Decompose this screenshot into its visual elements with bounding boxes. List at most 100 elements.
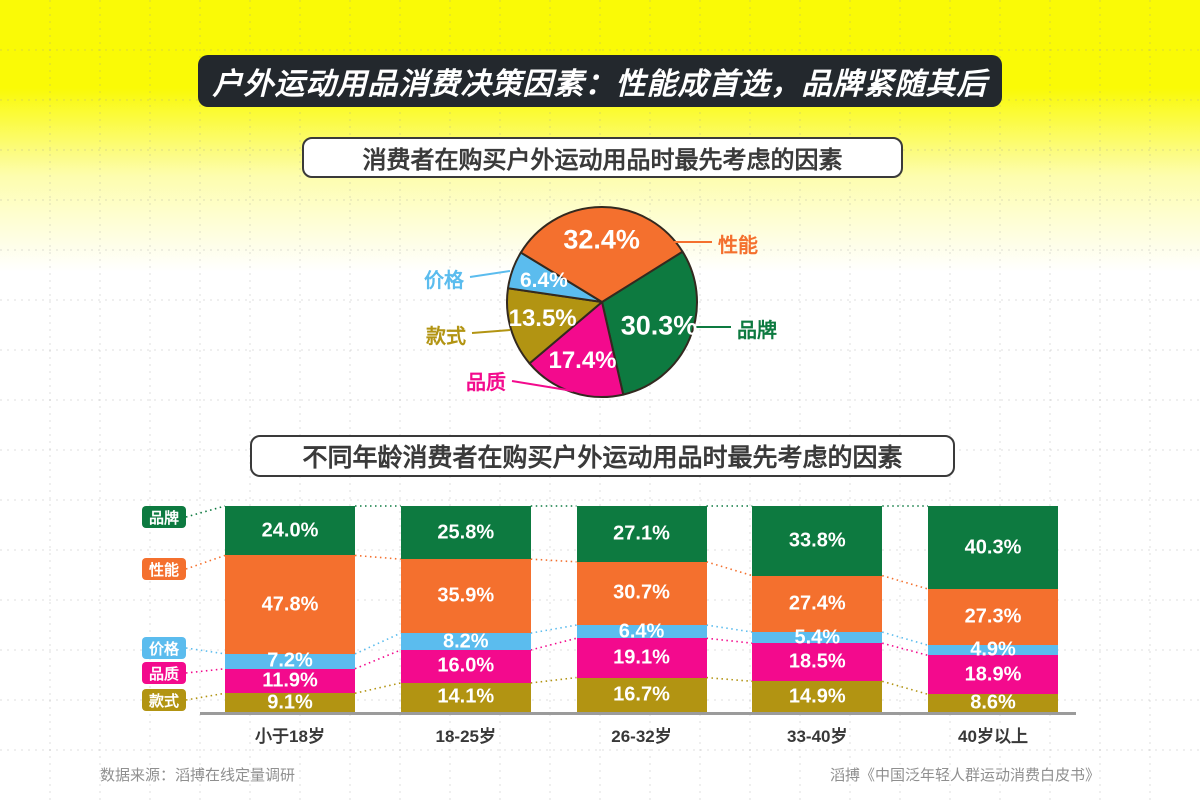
- bar-segment-value: 25.8%: [437, 521, 495, 544]
- bar-segment-value: 30.7%: [613, 581, 670, 604]
- legend-chip-品牌: 品牌: [142, 506, 186, 528]
- connector-line: [882, 631, 929, 647]
- legend-chip-label: 品牌: [148, 509, 179, 527]
- connector-line: [354, 554, 401, 560]
- bar-segment-value: 4.9%: [970, 638, 1016, 661]
- data-source-note: 数据来源：滔搏在线定量调研: [100, 767, 296, 784]
- legend-chip-性能: 性能: [142, 558, 186, 580]
- bar-segment-价格-26-32岁: [576, 625, 707, 639]
- legend-leader-line: [185, 692, 226, 701]
- bar-segment-value: 47.8%: [261, 593, 319, 616]
- legend-leader-line: [185, 505, 226, 518]
- bar-segment-value: 19.1%: [613, 646, 670, 669]
- x-axis-label-小于18岁: 小于18岁: [255, 727, 325, 746]
- bar-segment-性能-26-32岁: [576, 561, 707, 626]
- report-source-note: 滔搏《中国泛年轻人群运动消费白皮书》: [829, 767, 1100, 784]
- bar-segment-品质-18-25岁: [400, 649, 531, 683]
- pie-leader-line: [471, 329, 511, 334]
- legend-leader-line: [185, 667, 226, 674]
- x-axis-line: [200, 712, 1076, 715]
- bar-segment-价格-小于18岁: [225, 653, 355, 669]
- connector-line: [706, 676, 753, 683]
- bar-chart-title: 不同年龄消费者在购买户外运动用品时最先考虑的因素: [302, 444, 903, 472]
- legend-leader-line: [185, 647, 226, 655]
- pie-category-label: 性能: [718, 235, 758, 257]
- pie-category-label: 品牌: [737, 320, 777, 342]
- bar-segment-value: 18.9%: [964, 663, 1022, 686]
- bar-segment-价格-33-40岁: [752, 632, 883, 644]
- pie-category-label: 款式: [426, 326, 466, 348]
- legend-chip-label: 性能: [148, 561, 179, 579]
- bar-segment-品质-40岁以上: [928, 655, 1058, 695]
- bar-segment-value: 40.3%: [964, 536, 1022, 558]
- bar-segment-value: 27.1%: [613, 522, 670, 545]
- pie-percent-label: 32.4%: [563, 224, 640, 255]
- connector-line: [530, 624, 577, 634]
- connector-line: [354, 682, 401, 695]
- bar-segment-value: 6.4%: [618, 620, 665, 643]
- bar-segment-value: 11.9%: [262, 669, 318, 692]
- pie-percent-label: 30.3%: [620, 310, 698, 341]
- pie-percent-label: 6.4%: [519, 269, 568, 293]
- pie-percent-label: 17.4%: [548, 346, 617, 374]
- connector-line: [530, 558, 577, 563]
- legend-chip-label: 款式: [148, 692, 179, 710]
- bar-segment-品牌-26-32岁: [576, 506, 707, 562]
- x-axis-label-40岁以上: 40岁以上: [958, 727, 1028, 746]
- connector-line: [530, 637, 577, 651]
- legend-chip-品质: 品质: [142, 662, 186, 684]
- bar-segment-value: 8.6%: [970, 691, 1016, 714]
- bar-segment-品质-小于18岁: [225, 668, 355, 694]
- bar-segment-价格-40岁以上: [928, 645, 1058, 656]
- bar-segment-性能-40岁以上: [928, 589, 1058, 646]
- bar-segment-品牌-33-40岁: [752, 506, 883, 576]
- legend-chip-label: 品质: [148, 665, 179, 683]
- connector-line: [706, 637, 753, 644]
- bar-segment-value: 18.5%: [788, 650, 846, 673]
- bar-segment-value: 14.9%: [788, 685, 846, 708]
- bar-segment-value: 27.3%: [964, 605, 1022, 628]
- pie-leader-line: [511, 380, 574, 392]
- connector-line: [882, 680, 929, 696]
- bar-segment-value: 9.1%: [267, 691, 313, 714]
- bar-segment-性能-33-40岁: [752, 575, 883, 633]
- pie-category-label: 价格: [424, 270, 464, 292]
- bar-segment-value: 7.2%: [267, 649, 313, 672]
- bar-segment-款式-小于18岁: [225, 693, 355, 712]
- bar-segment-性能-小于18岁: [225, 555, 355, 654]
- bar-segment-品牌-18-25岁: [400, 506, 531, 560]
- bar-segment-value: 33.8%: [788, 529, 846, 552]
- pie-chart-title-box: 消费者在购买户外运动用品时最先考虑的因素: [302, 137, 903, 178]
- bar-segment-value: 35.9%: [437, 584, 495, 607]
- bar-segment-value: 24.0%: [261, 519, 319, 542]
- bar-segment-value: 27.4%: [788, 592, 846, 615]
- x-axis-label-26-32岁: 26-32岁: [611, 727, 672, 746]
- bar-segment-value: 16.0%: [437, 654, 495, 677]
- legend-chip-价格: 价格: [142, 637, 186, 659]
- bar-segment-品质-26-32岁: [576, 638, 707, 678]
- bar-segment-品质-33-40岁: [752, 643, 883, 682]
- connector-line: [706, 561, 753, 577]
- headline-banner: 户外运动用品消费决策因素：性能成首选，品牌紧随其后: [198, 55, 1002, 107]
- connector-line: [354, 649, 402, 670]
- x-axis-label-33-40岁: 33-40岁: [787, 727, 848, 746]
- bar-segment-性能-18-25岁: [400, 559, 531, 634]
- connector-line: [530, 676, 577, 684]
- connector-line: [706, 624, 753, 633]
- pie-category-label: 品质: [466, 372, 506, 394]
- bar-chart-title-box: 不同年龄消费者在购买户外运动用品时最先考虑的因素: [250, 435, 955, 477]
- bar-segment-价格-18-25岁: [400, 633, 531, 650]
- pie-chart-title: 消费者在购买户外运动用品时最先考虑的因素: [362, 147, 843, 174]
- bar-segment-款式-26-32岁: [576, 677, 707, 712]
- bar-segment-value: 5.4%: [794, 626, 841, 649]
- legend-chip-款式: 款式: [142, 689, 186, 711]
- connector-line: [882, 574, 929, 590]
- bar-segment-value: 16.7%: [613, 683, 670, 706]
- legend-leader-line: [185, 554, 226, 570]
- bar-segment-value: 8.2%: [442, 630, 489, 653]
- bar-segment-款式-33-40岁: [752, 681, 883, 712]
- legend-chip-label: 价格: [148, 640, 179, 658]
- headline-text: 户外运动用品消费决策因素：性能成首选，品牌紧随其后: [212, 68, 988, 101]
- bar-segment-款式-18-25岁: [400, 682, 531, 712]
